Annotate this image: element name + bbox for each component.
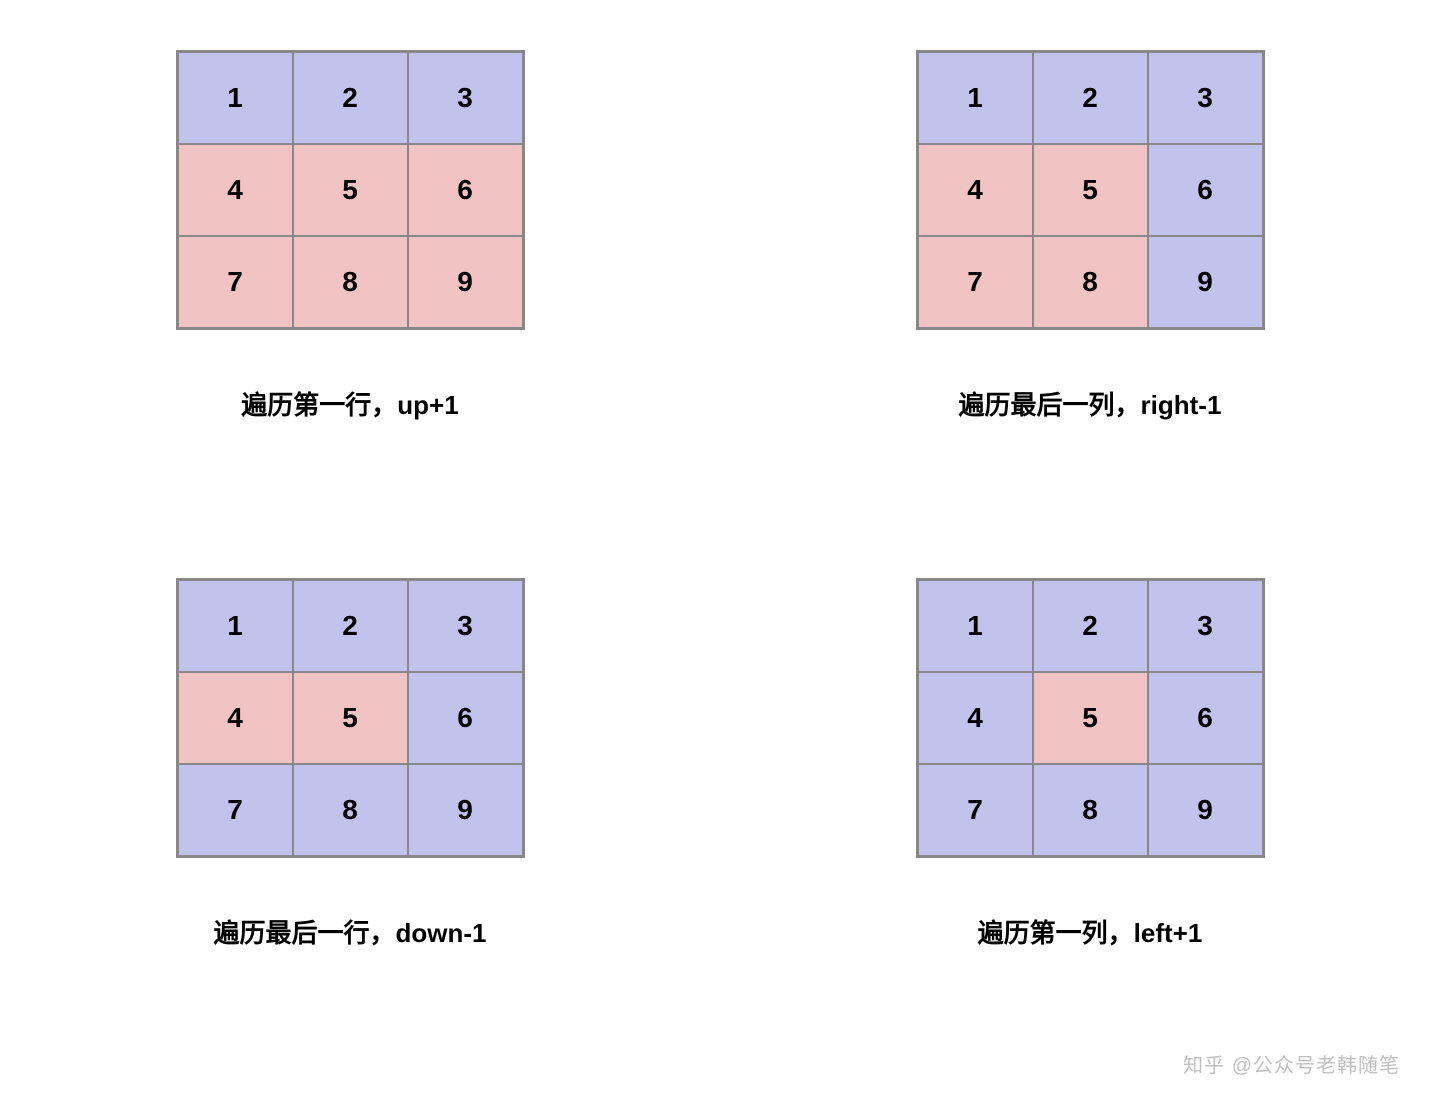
grid-cell: 4 <box>918 672 1033 764</box>
grid-cell: 4 <box>918 144 1033 236</box>
grid-cell: 9 <box>408 236 523 328</box>
grid-cell: 7 <box>178 236 293 328</box>
grid-cell: 5 <box>293 672 408 764</box>
grid-cell: 5 <box>1033 144 1148 236</box>
grid-cell: 7 <box>918 764 1033 856</box>
caption-top-left: 遍历第一行，up+1 <box>241 385 458 422</box>
grid-cell: 7 <box>178 764 293 856</box>
grid-cell: 9 <box>1148 236 1263 328</box>
caption-bottom-right: 遍历第一列，left+1 <box>978 913 1203 950</box>
panel-bottom-right: 123 456 789 遍历第一列，left+1 <box>820 578 1360 1046</box>
grid-cell: 2 <box>1033 580 1148 672</box>
grid-top-right: 123 456 789 <box>916 50 1265 330</box>
watermark: 知乎 @公众号老韩随笔 <box>1183 1049 1400 1078</box>
grid-cell: 9 <box>408 764 523 856</box>
grid-cell: 8 <box>1033 764 1148 856</box>
panel-top-left: 123 456 789 遍历第一行，up+1 <box>80 50 620 518</box>
panel-top-right: 123 456 789 遍历最后一列，right-1 <box>820 50 1360 518</box>
grid-cell: 3 <box>408 580 523 672</box>
grid-bottom-right: 123 456 789 <box>916 578 1265 858</box>
grid-bottom-left: 123 456 789 <box>176 578 525 858</box>
grid-cell: 3 <box>408 52 523 144</box>
grid-cell: 8 <box>293 764 408 856</box>
grid-cell: 8 <box>293 236 408 328</box>
grid-cell: 6 <box>408 672 523 764</box>
diagram-container: 123456789 遍历第一行，up+1 123456789 遍历最后一列，ri… <box>0 0 1440 1096</box>
grid-cell: 7 <box>918 236 1033 328</box>
grid-cell: 2 <box>1033 52 1148 144</box>
caption-top-right: 遍历最后一列，right-1 <box>959 385 1222 422</box>
grid-cell: 5 <box>293 144 408 236</box>
grid-cell: 1 <box>918 580 1033 672</box>
grid-cell: 2 <box>293 52 408 144</box>
grid-cell: 1 <box>178 52 293 144</box>
grid-cell: 3 <box>1148 580 1263 672</box>
grid-cell: 6 <box>408 144 523 236</box>
grid-cell: 1 <box>178 580 293 672</box>
grid-cell: 5 <box>1033 672 1148 764</box>
grid-cell: 3 <box>1148 52 1263 144</box>
grid-cell: 4 <box>178 672 293 764</box>
panel-bottom-left: 123 456 789 遍历最后一行，down-1 <box>80 578 620 1046</box>
grid-top-left: 123 456 789 <box>176 50 525 330</box>
grid-cell: 8 <box>1033 236 1148 328</box>
grid-cell: 6 <box>1148 144 1263 236</box>
grid-cell: 9 <box>1148 764 1263 856</box>
grid-cell: 4 <box>178 144 293 236</box>
grid-cell: 6 <box>1148 672 1263 764</box>
grid-cell: 1 <box>918 52 1033 144</box>
grid-cell: 2 <box>293 580 408 672</box>
caption-bottom-left: 遍历最后一行，down-1 <box>214 913 487 950</box>
